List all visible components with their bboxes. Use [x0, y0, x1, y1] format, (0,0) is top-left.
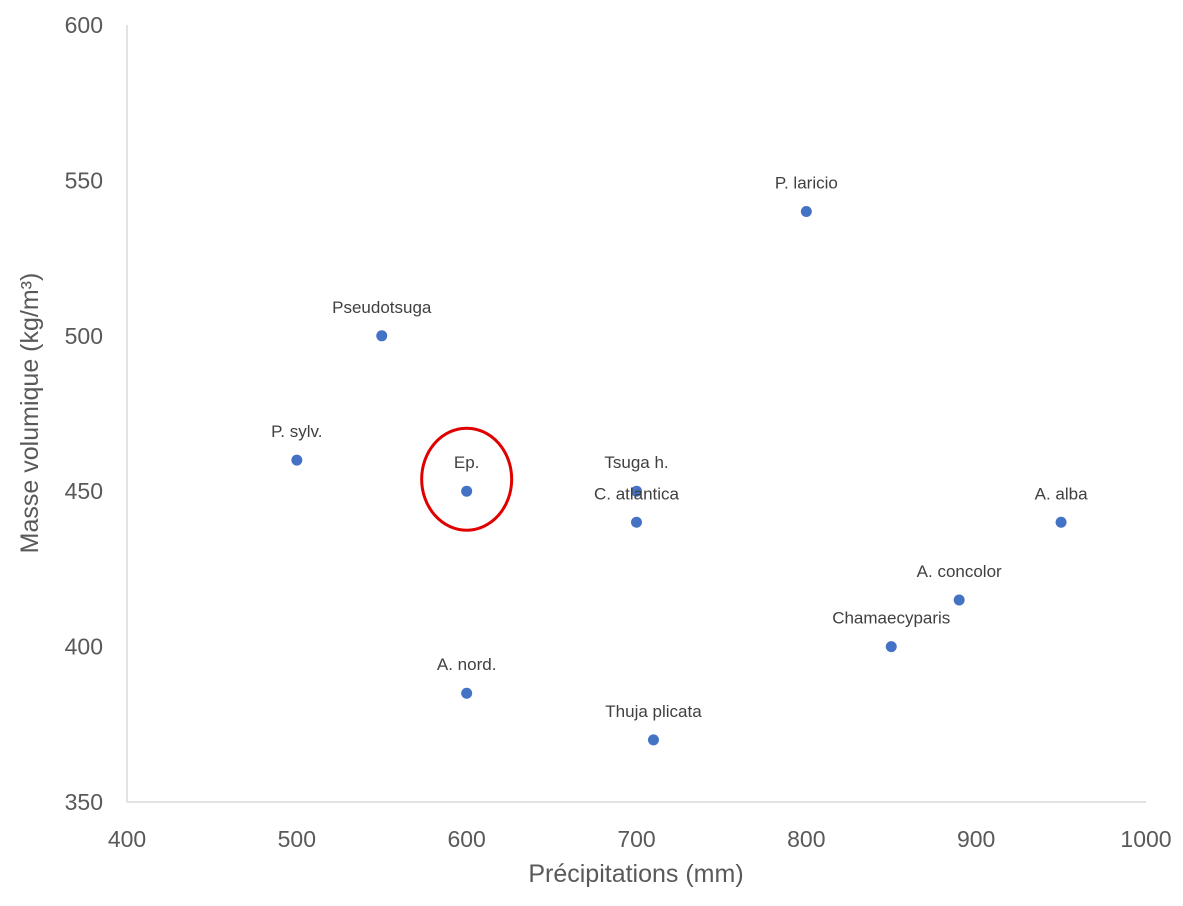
data-point	[291, 454, 303, 466]
axes	[126, 25, 1146, 803]
point-label: C. atlantica	[594, 484, 680, 503]
point-label: A. concolor	[917, 562, 1002, 581]
point-label: Chamaecyparis	[832, 609, 950, 628]
highlight-annotations	[420, 426, 514, 532]
x-tick-label: 600	[447, 826, 485, 852]
data-point	[631, 485, 642, 497]
x-axis-title: Précipitations (mm)	[528, 860, 743, 888]
data-point	[647, 734, 659, 746]
y-tick-label: 600	[65, 12, 103, 38]
point-label: Ep.	[454, 453, 480, 472]
y-axis-title: Masse volumique (kg/m³)	[16, 273, 44, 554]
x-tick-label: 500	[278, 826, 316, 852]
x-tick-label: 900	[957, 826, 995, 852]
y-tick-label: 550	[65, 167, 103, 193]
x-tick-label: 1000	[1120, 826, 1171, 852]
y-tick-label: 450	[65, 478, 103, 504]
y-tick-labels: 350 400 450 500 550 600	[65, 12, 103, 815]
x-tick-label: 800	[787, 826, 825, 852]
y-tick-label: 500	[65, 323, 103, 349]
data-point	[800, 205, 812, 217]
point-label: Pseudotsuga	[332, 298, 432, 317]
data-point	[885, 641, 897, 653]
x-tick-labels: 400 500 600 700 800 900 1000	[108, 826, 1172, 852]
point-label: P. laricio	[775, 173, 838, 192]
data-point	[1055, 516, 1067, 528]
y-tick-label: 400	[65, 634, 103, 660]
point-label: A. nord.	[437, 655, 497, 674]
data-point	[631, 516, 642, 528]
data-point	[461, 687, 473, 699]
data-point	[461, 485, 473, 497]
data-point	[376, 330, 388, 342]
point-label: Tsuga h.	[604, 453, 668, 472]
point-label: A. alba	[1035, 484, 1088, 503]
data-points	[291, 205, 1067, 746]
point-label: P. sylv.	[271, 422, 322, 441]
point-labels: P. laricio Pseudotsuga P. sylv. Ep. Tsuga h.…	[271, 173, 1088, 720]
x-tick-label: 400	[108, 826, 146, 852]
x-tick-label: 700	[617, 826, 655, 852]
highlight-circle	[420, 426, 514, 532]
point-label: Thuja plicata	[605, 702, 702, 721]
y-tick-label: 350	[65, 789, 103, 815]
data-point	[953, 594, 965, 606]
